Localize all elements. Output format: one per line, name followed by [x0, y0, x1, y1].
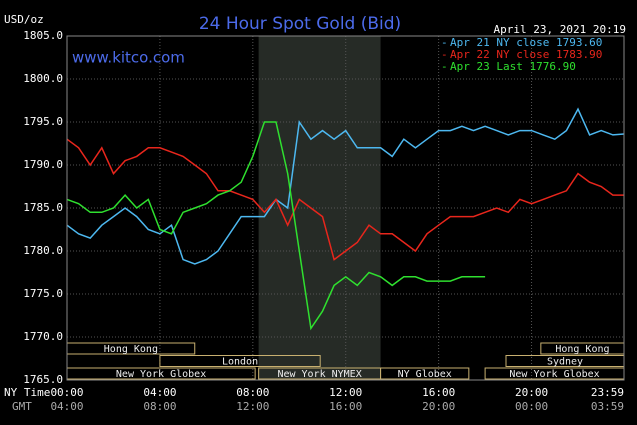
session-label: New York Globex [116, 369, 206, 380]
x2-axis-name: GMT [12, 400, 32, 413]
series-line [66, 107, 625, 265]
y-tick-label: 1780.0 [23, 244, 63, 257]
chart-title: 24 Hour Spot Gold (Bid) [199, 14, 401, 34]
series-line [66, 121, 486, 331]
session-label: Hong Kong [555, 344, 609, 355]
session-label: Hong Kong [104, 344, 158, 355]
legend-marker: - [441, 36, 448, 49]
session-bar [159, 355, 321, 367]
series-line [66, 138, 624, 261]
x-tick-label: 20:00 [515, 386, 548, 399]
legend-label: Apr 21 NY close 1793.60 [450, 36, 602, 49]
x2-tick-label: 12:00 [236, 400, 269, 413]
plot-border [66, 35, 625, 381]
timestamp: April 23, 2021 20:19 [494, 23, 626, 36]
legend-marker: - [441, 48, 448, 61]
x2-tick-label: 04:00 [50, 400, 83, 413]
session-label: New York NYMEX [277, 369, 361, 380]
legend-marker: - [441, 60, 448, 73]
legend-label: Apr 22 NY close 1783.90 [450, 48, 602, 61]
y-tick-label: 1785.0 [23, 201, 63, 214]
x-tick-label: 12:00 [329, 386, 362, 399]
x2-tick-label: 08:00 [143, 400, 176, 413]
session-label: New York Globex [509, 369, 599, 380]
x2-tick-label: 03:59 [591, 400, 624, 413]
x-tick-label: 23:59 [591, 386, 624, 399]
x-axis-name: NY Time [4, 386, 50, 399]
x-tick-label: 08:00 [236, 386, 269, 399]
watermark: www.kitco.com [72, 49, 185, 67]
x2-tick-label: 00:00 [515, 400, 548, 413]
session-label: NY Globex [398, 369, 452, 380]
y-tick-label: 1795.0 [23, 115, 63, 128]
y-tick-label: 1800.0 [23, 72, 63, 85]
y-tick-label: 1790.0 [23, 158, 63, 171]
x2-tick-label: 16:00 [329, 400, 362, 413]
y-axis-label: USD/oz [4, 13, 44, 26]
y-tick-label: 1765.0 [23, 373, 63, 386]
x-tick-label: 16:00 [422, 386, 455, 399]
y-tick-label: 1775.0 [23, 287, 63, 300]
session-label: London [222, 357, 258, 368]
x-tick-label: 04:00 [143, 386, 176, 399]
session-bar [380, 367, 470, 380]
y-tick-label: 1805.0 [23, 29, 63, 42]
x2-tick-label: 20:00 [422, 400, 455, 413]
y-tick-label: 1770.0 [23, 330, 63, 343]
x-tick-label: 00:00 [50, 386, 83, 399]
session-label: Sydney [547, 357, 583, 368]
legend-label: Apr 23 Last 1776.90 [450, 60, 576, 73]
